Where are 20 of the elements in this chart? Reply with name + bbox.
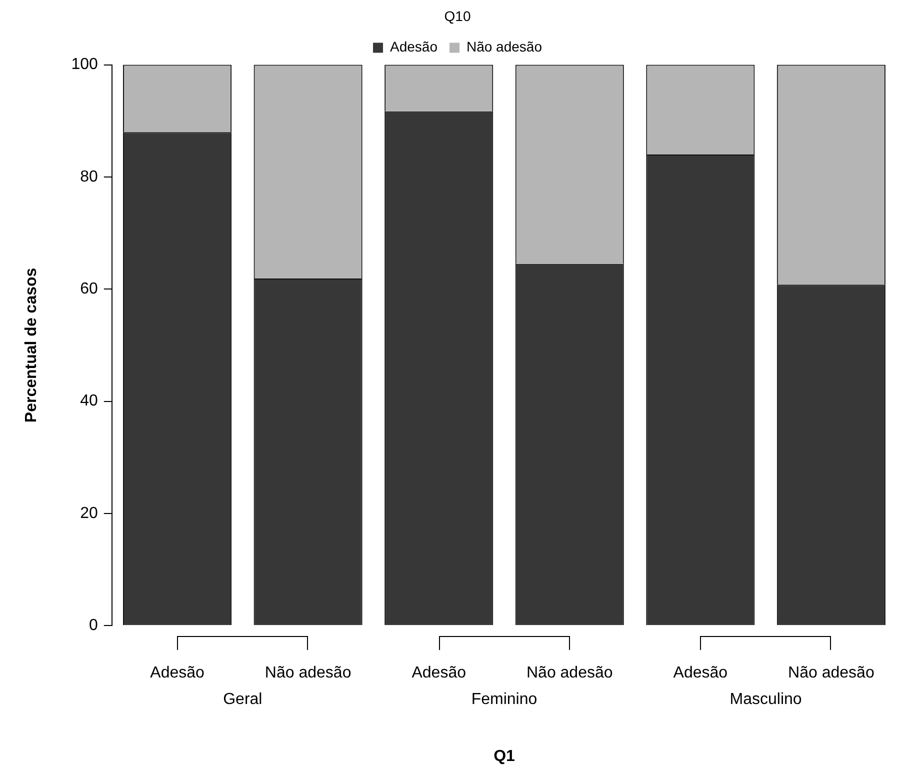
x-tick-label: Adesão bbox=[673, 664, 728, 682]
y-tick-label: 100 bbox=[71, 56, 98, 74]
y-tick-label: 0 bbox=[88, 617, 98, 634]
x-tick-label: Não adesão bbox=[264, 664, 352, 682]
text: Geral bbox=[223, 691, 262, 708]
x-tick-label: Não adesão bbox=[788, 664, 874, 682]
x-tick-label: Não adesão bbox=[526, 664, 613, 682]
y-tick-label: 60 bbox=[80, 280, 98, 298]
x-axis-title: Q1 bbox=[494, 748, 516, 765]
text: Masculino bbox=[730, 691, 802, 708]
legend-label: Adesão bbox=[390, 38, 438, 55]
legend-title: Q10 bbox=[444, 8, 471, 24]
y-tick-label: 40 bbox=[80, 392, 98, 410]
x-tick-label: Adesão bbox=[150, 664, 205, 682]
text: Feminino bbox=[471, 691, 538, 708]
y-tick-label: 80 bbox=[80, 168, 98, 186]
y-tick-label: 20 bbox=[80, 504, 98, 522]
x-tick-label: Adesão bbox=[412, 664, 466, 682]
y-axis-title: Percentual de casos bbox=[23, 268, 40, 423]
legend-label: Não adesão bbox=[466, 38, 542, 55]
